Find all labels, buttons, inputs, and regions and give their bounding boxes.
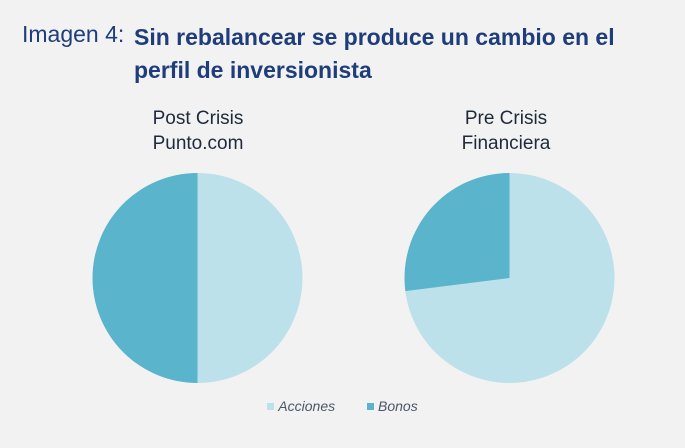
legend-swatch-acciones	[267, 402, 275, 410]
pie-1-slice-acciones	[197, 173, 303, 383]
pie-1-title-line-2: Punto.com	[152, 133, 244, 154]
pie-1-title: Post Crisis Punto.com	[88, 106, 308, 156]
pie-2-title-line-1: Pre Crisis	[464, 108, 548, 129]
legend: Acciones Bonos	[0, 398, 685, 414]
pie-2-slice-acciones	[405, 173, 615, 384]
legend-item-bonos: Bonos	[367, 398, 418, 414]
legend-swatch-bonos	[367, 402, 374, 410]
legend-label-bonos: Bonos	[378, 398, 418, 414]
legend-item-acciones: Acciones	[267, 398, 335, 414]
pie-1-slice-bonos	[92, 173, 198, 383]
title-main: Sin rebalancear se produce un cambio en …	[134, 21, 654, 87]
title-line-1: Sin rebalancear se produce un cambio en …	[134, 24, 615, 50]
pie-2-title-line-2: Financiera	[461, 133, 551, 154]
pie-2-slice-bonos	[404, 173, 510, 292]
pie-2-title: Pre Crisis Financiera	[396, 106, 616, 156]
title-line-2: perfil de inversionista	[134, 57, 372, 83]
title-prefix: Imagen 4:	[22, 21, 125, 47]
pie-1-title-line-1: Post Crisis	[152, 108, 244, 129]
legend-label-acciones: Acciones	[278, 398, 336, 414]
